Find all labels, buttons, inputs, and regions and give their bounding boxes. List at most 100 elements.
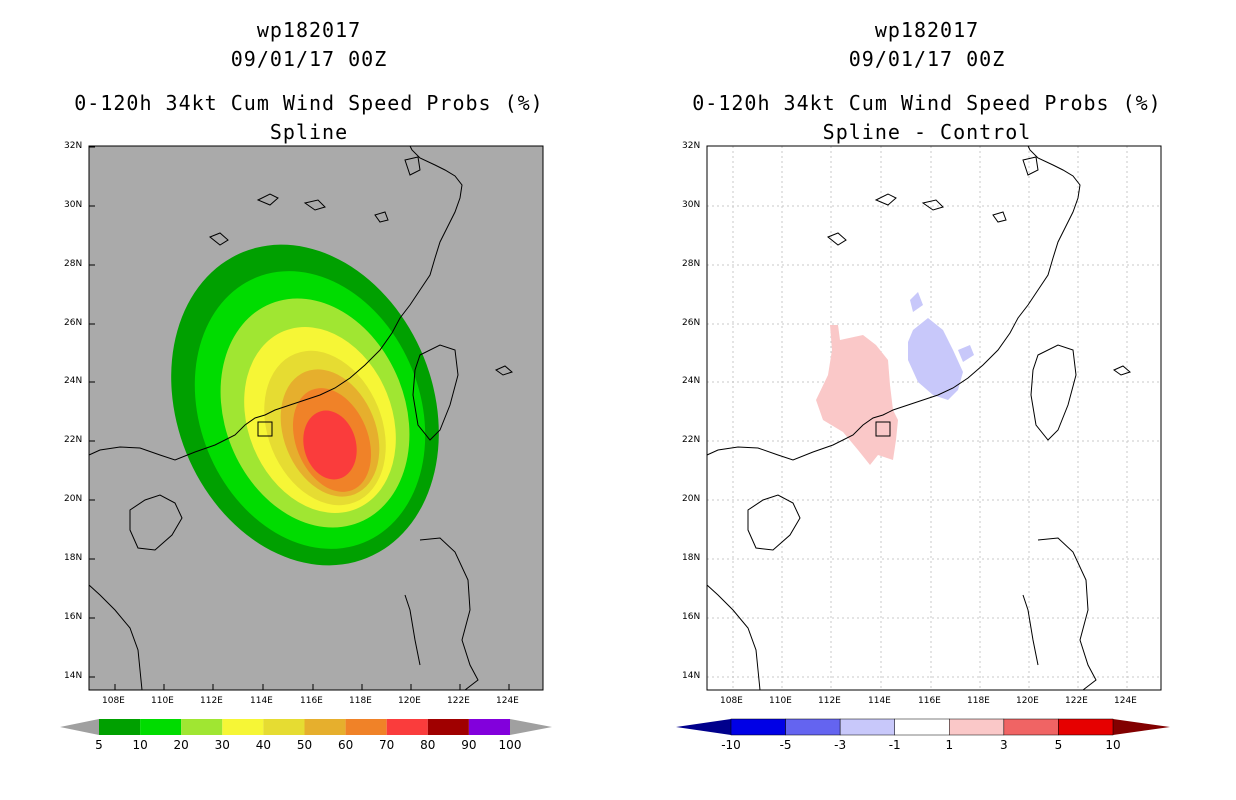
lat-label: 24N [682, 376, 701, 386]
colorbar-label: 1 [945, 738, 954, 752]
colorbar-label: 30 [214, 738, 230, 752]
colorbar-label: -1 [888, 738, 901, 752]
difference-contours [816, 292, 974, 465]
lon-label: 110E [151, 696, 174, 706]
lon-label: 122E [447, 696, 470, 706]
probability-contours [171, 244, 439, 566]
colorbar-swatch [949, 718, 1005, 736]
colorbar-label: 60 [337, 738, 354, 752]
colorbar-label: 50 [296, 738, 313, 752]
colorbar-swatch [140, 719, 182, 735]
lon-label: 120E [1016, 696, 1039, 706]
lat-label: 26N [64, 318, 83, 328]
lon-label: 120E [398, 696, 421, 706]
coastlines [706, 145, 1131, 691]
lat-label: 22N [64, 435, 83, 445]
coastlines [88, 145, 513, 691]
colorbar-swatch [427, 719, 469, 735]
negative-difference-area [908, 292, 974, 400]
product-title: 0-120h 34kt Cum Wind Speed Probs (%) [74, 91, 544, 115]
colorbar-label: -10 [721, 738, 741, 752]
lon-label: 110E [769, 696, 792, 706]
colorbar-swatch [304, 719, 346, 735]
lon-label: 116E [300, 696, 323, 706]
map-frame [88, 145, 544, 691]
lat-label: 14N [64, 671, 83, 681]
colorbar-label: 90 [461, 738, 477, 752]
map-background [707, 146, 1161, 690]
colorbar-label: 70 [379, 738, 395, 752]
colorbar-label: 40 [255, 738, 272, 752]
colorbar-label: 20 [173, 738, 189, 752]
colorbar-swatch [839, 718, 895, 736]
storm-id-title: wp182017 [256, 18, 362, 42]
lon-label: 112E [200, 696, 223, 706]
lat-label: 28N [64, 259, 83, 269]
method-title: Spline - Control [822, 120, 1032, 144]
lat-label: 20N [682, 494, 701, 504]
lat-label: 24N [64, 376, 83, 386]
lat-label: 30N [682, 200, 701, 210]
lat-label: 20N [64, 494, 83, 504]
colorbar-label: 100 [498, 738, 522, 752]
product-title: 0-120h 34kt Cum Wind Speed Probs (%) [692, 91, 1162, 115]
colorbar-label: -5 [779, 738, 792, 752]
lon-label: 108E [102, 696, 125, 706]
colorbar-swatch [263, 719, 305, 735]
colorbar-swatch [468, 719, 510, 735]
lat-label: 18N [682, 553, 701, 563]
lat-label: 30N [64, 200, 83, 210]
lon-label: 108E [720, 696, 743, 706]
map-frame [706, 145, 1162, 691]
axis-ticks [89, 146, 510, 690]
colorbar-arrow-right [510, 719, 552, 735]
colorbar-swatch [386, 719, 428, 735]
left-panel: wp182017 09/01/17 00Z 0-120h 34kt Cum Wi… [60, 18, 552, 752]
colorbar-swatch [785, 718, 841, 736]
lon-label: 116E [918, 696, 941, 706]
colorbar-swatch [99, 719, 141, 735]
lat-label: 16N [64, 612, 83, 622]
colorbar-swatch [345, 719, 387, 735]
lon-label: 124E [496, 696, 519, 706]
lat-label: 14N [682, 671, 701, 681]
lon-label: 112E [818, 696, 841, 706]
colorbar-label: 5 [95, 738, 103, 752]
lon-label: 114E [250, 696, 273, 706]
lat-label: 22N [682, 435, 701, 445]
lat-label: 32N [64, 141, 83, 151]
colorbar [676, 718, 1170, 736]
colorbar-label: 5 [1054, 738, 1063, 752]
lat-label: 16N [682, 612, 701, 622]
lat-label: 26N [682, 318, 701, 328]
lat-label: 18N [64, 553, 83, 563]
lon-label: 118E [349, 696, 372, 706]
contour-70 [303, 410, 357, 480]
colorbar-swatch [181, 719, 223, 735]
colorbar [60, 719, 552, 735]
colorbar-label: 80 [420, 738, 436, 752]
colorbar-swatch [1003, 718, 1059, 736]
method-title: Spline [269, 120, 349, 144]
colorbar-swatch [730, 718, 786, 736]
datetime-title: 09/01/17 00Z [230, 47, 388, 71]
storm-id-title: wp182017 [874, 18, 980, 42]
lon-label: 122E [1065, 696, 1088, 706]
right-panel: wp182017 09/01/17 00Z 0-120h 34kt Cum Wi… [618, 0, 1236, 800]
colorbar-swatch [894, 718, 950, 736]
colorbar-label: 10 [132, 738, 148, 752]
lat-label: 32N [682, 141, 701, 151]
lon-label: 114E [868, 696, 891, 706]
colorbar-swatch [1058, 718, 1114, 736]
colorbar-arrow-left [676, 719, 731, 735]
lon-label: 118E [967, 696, 990, 706]
difference-map [676, 145, 1170, 736]
datetime-title: 09/01/17 00Z [848, 47, 1006, 71]
colorbar-swatch [222, 719, 264, 735]
colorbar-label: -3 [834, 738, 847, 752]
lon-label: 124E [1114, 696, 1137, 706]
colorbar-label: 3 [1000, 738, 1008, 752]
colorbar-arrow-right [1113, 719, 1170, 735]
colorbar-arrow-left [60, 719, 99, 735]
probability-map [60, 145, 552, 735]
